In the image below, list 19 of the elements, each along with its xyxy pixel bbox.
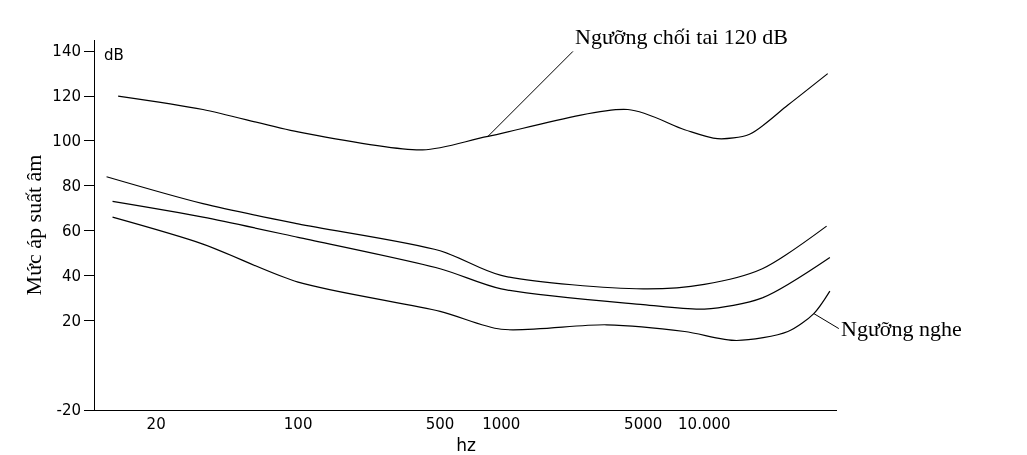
y-tick-label: 80: [61, 177, 81, 196]
x-tick-label: 10.000: [678, 415, 731, 433]
y-tick-label: 40: [61, 266, 81, 285]
annotation: dB: [104, 46, 124, 64]
x-tick-label: 500: [425, 415, 455, 433]
y-tick-label: 100: [52, 132, 81, 151]
x-tick-label: 5000: [624, 415, 663, 433]
x-tick-label: 100: [283, 415, 313, 433]
y-tick-label: 60: [61, 221, 81, 240]
annotation: Ngưỡng nghe: [841, 316, 962, 341]
x-tick-label: 1000: [482, 415, 521, 433]
y-axis-title: Mức áp suất âm: [21, 154, 46, 296]
y-tick-label: 120: [52, 87, 81, 106]
y-tick-label: -20: [56, 401, 81, 420]
x-tick-label: 20: [146, 415, 166, 433]
x-axis-title: hz: [456, 435, 476, 455]
y-tick-label: 140: [52, 42, 81, 61]
y-tick-label: 20: [61, 311, 81, 330]
annotation: Ngưỡng chối tai 120 dB: [575, 24, 788, 49]
